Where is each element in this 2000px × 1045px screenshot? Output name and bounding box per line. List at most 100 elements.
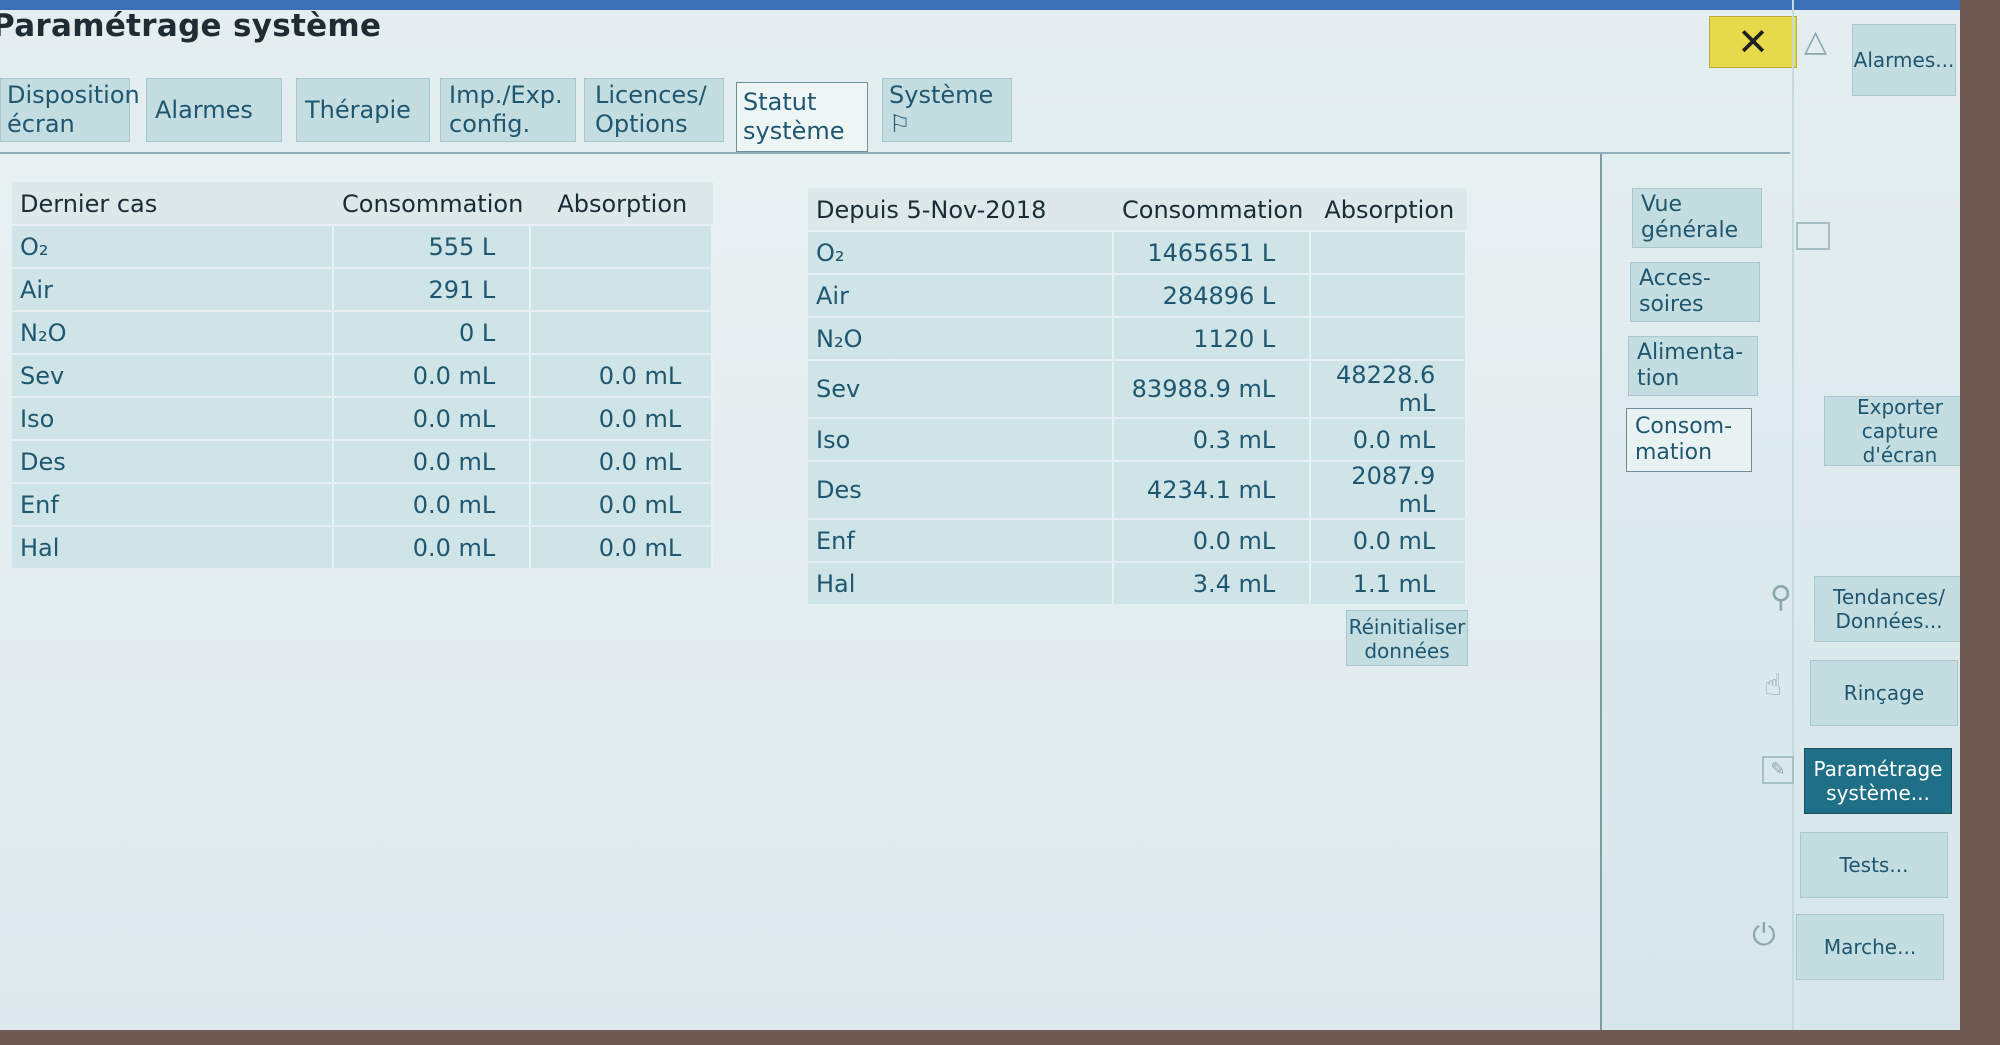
table-row: Enf 0.0 mL 0.0 mL <box>12 484 714 525</box>
subtab-label-line2: soires <box>1639 292 1704 317</box>
consumption-value: 0.0 mL <box>334 398 532 439</box>
sidebar-separator <box>1792 0 1794 1030</box>
consumption-value: 555 L <box>334 226 532 267</box>
column-header: Absorption <box>531 182 714 224</box>
export-screenshot-button[interactable]: Exporter capture d'écran <box>1824 395 1960 467</box>
table-row: Iso 0.3 mL 0.0 mL <box>808 419 1468 460</box>
flush-button[interactable]: Rinçage <box>1810 660 1958 726</box>
reset-label-line1: Réinitialiser <box>1348 615 1466 639</box>
tab-label-line1: Statut <box>743 88 817 116</box>
column-header: Consommation <box>334 182 532 224</box>
tab-disposition-ecran[interactable]: Disposition écran <box>0 78 140 142</box>
consumption-value: 4234.1 mL <box>1114 462 1312 518</box>
power-button[interactable]: Marche... <box>1796 914 1944 980</box>
gas-name: Iso <box>12 398 334 439</box>
screen-icon <box>1796 222 1830 250</box>
gas-name: Iso <box>808 419 1114 460</box>
gas-name: Hal <box>808 563 1114 604</box>
table-row: Des 4234.1 mL 2087.9 mL <box>808 462 1468 518</box>
power-icon: ⏻ <box>1752 918 1776 953</box>
consumption-value: 0 L <box>334 312 532 353</box>
page-title: Paramétrage système <box>0 8 382 44</box>
table-row: Des 0.0 mL 0.0 mL <box>12 441 714 482</box>
subtab-label-line1: Vue <box>1641 192 1683 217</box>
consumption-value: 284896 L <box>1114 275 1312 316</box>
trends-data-button[interactable]: Tendances/ Données... <box>1814 576 1960 642</box>
tab-systeme[interactable]: Système ⚐ <box>882 78 1012 142</box>
tab-label-line2: Options <box>595 110 688 138</box>
absorption-value: 1.1 mL <box>1311 563 1468 604</box>
gas-name: Air <box>808 275 1114 316</box>
tab-licences-options[interactable]: Licences/ Options <box>584 78 724 142</box>
tests-button[interactable]: Tests... <box>1800 832 1948 898</box>
gas-name: Enf <box>808 520 1114 561</box>
consumption-value: 0.0 mL <box>334 355 532 396</box>
absorption-value <box>531 312 714 353</box>
power-label: Marche... <box>1823 935 1917 959</box>
subtab-consommation[interactable]: Consom- mation <box>1626 408 1752 472</box>
absorption-value: 0.0 mL <box>531 355 714 396</box>
table-row: Iso 0.0 mL 0.0 mL <box>12 398 714 439</box>
reset-label-line2: données <box>1364 639 1450 663</box>
column-header: Absorption <box>1311 188 1468 230</box>
system-setup-button[interactable]: Paramétrage système... <box>1804 748 1952 814</box>
gas-name: Des <box>12 441 334 482</box>
since-date-table: Depuis 5-Nov-2018 Consommation Absorptio… <box>808 186 1468 606</box>
top-stripe <box>0 0 1960 10</box>
close-button[interactable]: ✕ <box>1709 16 1797 68</box>
tab-label-line1: Disposition <box>7 81 140 109</box>
tab-label: Alarmes <box>155 95 253 124</box>
tab-label-line2: système <box>743 117 845 145</box>
trends-label-line2: Données... <box>1835 609 1943 633</box>
subtab-label-line2: tion <box>1637 366 1680 391</box>
alarms-button[interactable]: Alarmes... <box>1852 24 1956 96</box>
tab-alarmes[interactable]: Alarmes <box>146 78 282 142</box>
tab-label: Système ⚐ <box>889 81 994 138</box>
reset-data-button[interactable]: Réinitialiser données <box>1346 610 1468 666</box>
subtab-alimentation[interactable]: Alimenta- tion <box>1628 336 1758 396</box>
table-row: O₂ 1465651 L <box>808 232 1468 273</box>
tests-label: Tests... <box>1839 853 1909 877</box>
absorption-value: 0.0 mL <box>1311 520 1468 561</box>
absorption-value: 0.0 mL <box>531 527 714 568</box>
tab-label: Thérapie <box>305 95 411 124</box>
tab-label-line1: Imp./Exp. <box>449 81 563 109</box>
consumption-value: 1465651 L <box>1114 232 1312 273</box>
subtab-vue-generale[interactable]: Vue générale <box>1632 188 1762 248</box>
absorption-value <box>1311 232 1468 273</box>
flush-label: Rinçage <box>1843 681 1925 705</box>
table-row: O₂ 555 L <box>12 226 714 267</box>
gas-name: Des <box>808 462 1114 518</box>
tab-label-line1: Licences/ <box>595 81 707 109</box>
absorption-value <box>531 226 714 267</box>
column-header: Consommation <box>1114 188 1312 230</box>
absorption-value: 0.0 mL <box>1311 419 1468 460</box>
table-row: Hal 3.4 mL 1.1 mL <box>808 563 1468 604</box>
table-row: Enf 0.0 mL 0.0 mL <box>808 520 1468 561</box>
table-header-row: Dernier cas Consommation Absorption <box>12 182 714 224</box>
alarms-label: Alarmes... <box>1853 48 1955 72</box>
tab-divider <box>0 152 1790 154</box>
tab-therapie[interactable]: Thérapie <box>296 78 430 142</box>
absorption-value <box>531 269 714 310</box>
subtab-label-line1: Alimenta- <box>1637 340 1744 365</box>
consumption-value: 3.4 mL <box>1114 563 1312 604</box>
table-row: N₂O 1120 L <box>808 318 1468 359</box>
last-case-table: Dernier cas Consommation Absorption O₂ 55… <box>12 180 714 570</box>
gas-name: O₂ <box>808 232 1114 273</box>
setup-label-line1: Paramétrage <box>1813 757 1943 781</box>
subtab-label-line1: Acces- <box>1639 266 1711 291</box>
tab-imp-exp-config[interactable]: Imp./Exp. config. <box>440 78 576 142</box>
consumption-value: 0.0 mL <box>334 441 532 482</box>
trends-label-line1: Tendances/ <box>1833 585 1945 609</box>
tab-statut-systeme[interactable]: Statut système <box>736 82 868 152</box>
table-row: Hal 0.0 mL 0.0 mL <box>12 527 714 568</box>
settings-icon: ✎ <box>1762 756 1794 784</box>
absorption-value: 2087.9 mL <box>1311 462 1468 518</box>
gas-name: Hal <box>12 527 334 568</box>
gas-name: Sev <box>12 355 334 396</box>
subtab-accessoires[interactable]: Acces- soires <box>1630 262 1760 322</box>
screen: Paramétrage système ✕ Disposition écran … <box>0 0 1960 1030</box>
absorption-value: 48228.6 mL <box>1311 361 1468 417</box>
gas-name: Enf <box>12 484 334 525</box>
